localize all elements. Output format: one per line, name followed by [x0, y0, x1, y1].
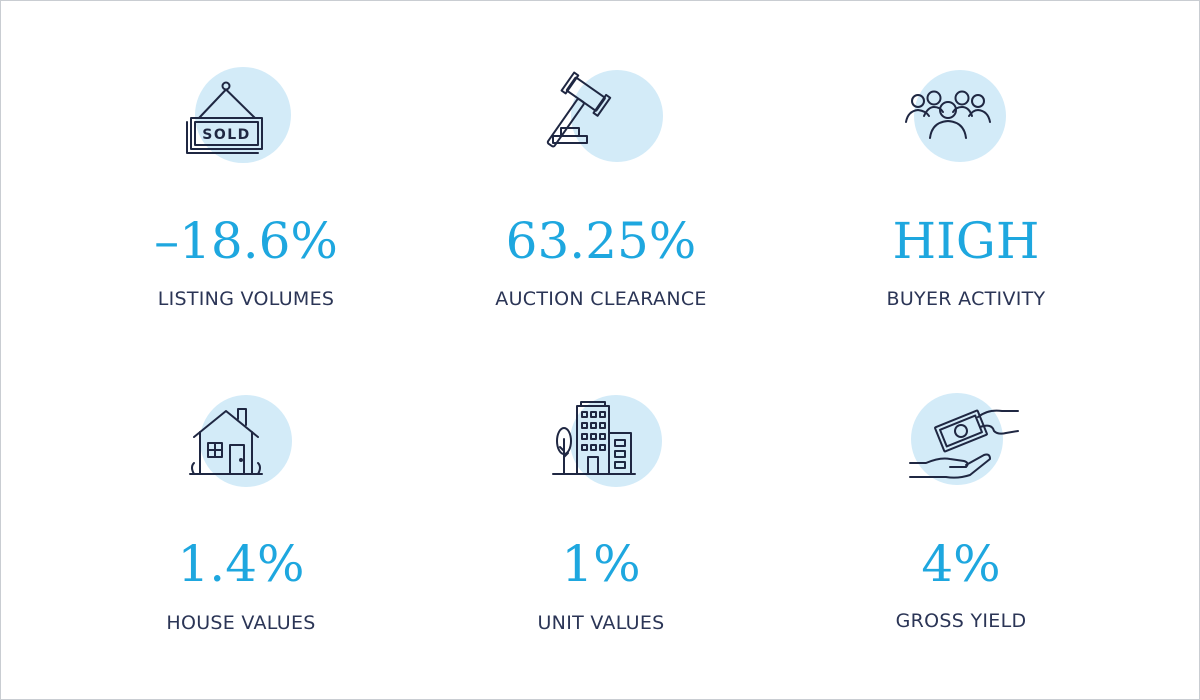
stat-label: UNIT VALUES [537, 612, 665, 634]
cash-payment-icon [906, 391, 1036, 491]
stat-value: 63.25% [505, 212, 697, 270]
stat-buyer-activity: HIGH BUYER ACTIVITY [786, 66, 1146, 326]
stat-label: AUCTION CLEARANCE [495, 288, 707, 310]
stat-auction-clearance: 63.25% AUCTION CLEARANCE [421, 66, 781, 326]
sold-sign-icon: SOLD [181, 66, 311, 166]
stat-label: GROSS YIELD [895, 610, 1027, 632]
crowd-icon [896, 66, 1026, 166]
stat-value: 1.4% [177, 535, 305, 593]
stat-label: HOUSE VALUES [166, 612, 316, 634]
stat-value: –18.6% [154, 212, 338, 270]
apartment-building-icon [541, 391, 671, 491]
house-icon [186, 391, 316, 491]
stat-unit-values: 1% UNIT VALUES [421, 391, 781, 651]
stat-house-values: 1.4% HOUSE VALUES [61, 391, 421, 651]
stat-label: LISTING VOLUMES [157, 288, 335, 310]
sold-sign-text: SOLD [202, 127, 251, 143]
stat-value: 1% [561, 535, 641, 593]
gavel-icon [541, 66, 671, 166]
stat-label: BUYER ACTIVITY [886, 288, 1046, 310]
stat-value: HIGH [892, 212, 1040, 270]
stat-gross-yield: 4% GROSS YIELD [781, 391, 1141, 651]
stat-listing-volumes: SOLD –18.6% LISTING VOLUMES [66, 66, 426, 326]
stat-value: 4% [921, 535, 1001, 593]
